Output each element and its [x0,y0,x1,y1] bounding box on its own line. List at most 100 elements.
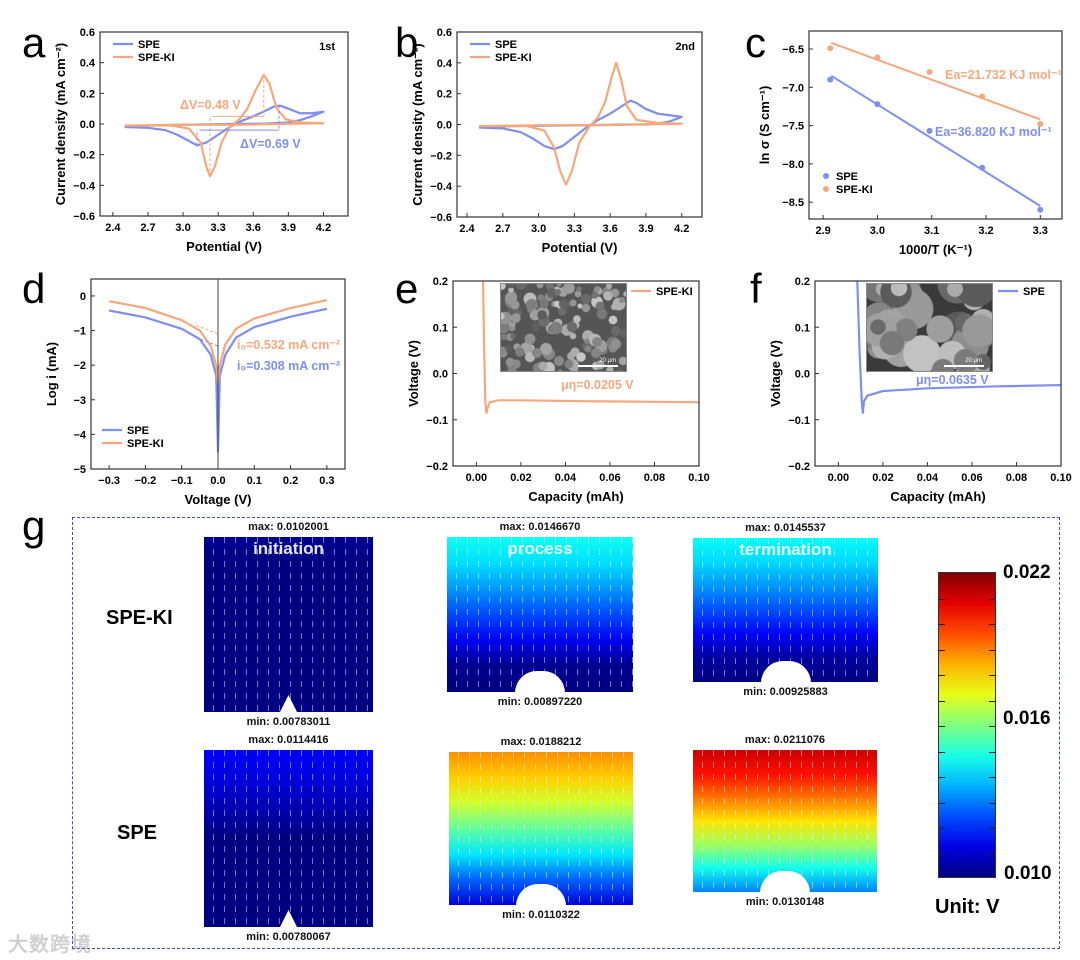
y-tick-label: −0.6 [430,212,452,224]
colorbar-tick [939,624,945,625]
panel-letter-b: b [395,19,419,66]
fit-line-spe [830,74,1041,207]
colorbar-tick [989,624,995,625]
x-axis-title: Potential (V) [186,239,262,254]
y-tick-label: 0.2 [433,276,448,288]
x-tick-label: 3.0 [870,225,885,237]
x-tick-label: 3.6 [603,223,618,235]
panel-letter-a: a [22,19,46,66]
potential-map-spe-1 [204,750,373,927]
legend-label: SPE [836,171,858,183]
map-stage-title: process [507,539,573,558]
chart-a: 2.4 2.7 3.0 3.3 3.6 3.9 4.2 0.6 0.4 0.2 0.0 −0.2 −0.… [53,27,349,254]
colorbar-tick [989,751,995,753]
x-tick-label: 2.4 [105,222,121,234]
colorbar-tick [989,598,995,600]
x-tick-label: 2.7 [495,223,510,235]
x-tick-label: 2.9 [815,225,830,237]
y-axis-title: Voltage (V) [406,340,421,407]
map-max-label: max: 0.0145537 [745,522,826,534]
annotation-text: Ea=36.820 KJ mol⁻¹ [935,125,1052,139]
y-tick-label: 0.4 [80,58,96,70]
x-tick-label: 4.2 [316,222,331,234]
y-tick-label: −0.2 [426,461,448,473]
y-tick-label: −0.6 [73,211,95,223]
y-tick-label: −2 [73,360,86,372]
potential-map-spe-2 [449,752,633,905]
y-tick-label: −0.1 [426,415,448,427]
y-tick-label: −3 [73,395,86,407]
data-point-spe-ki [979,93,986,100]
y-tick-label: 0.4 [437,58,453,70]
x-tick-label: 2.4 [459,223,475,235]
y-tick-label: −0.4 [73,180,96,192]
field-arrows [204,750,373,927]
chart-e: 0.00 0.02 0.04 0.06 0.08 0.10 0.2 0.1 0.0 −0.1 −0.… [406,276,710,504]
panel-letter-f: f [750,265,762,312]
x-tick-label: 3.0 [531,223,546,235]
sem-inset-image-spe: 20 μm [866,283,993,372]
potential-map-spe-ki-3: termination [693,538,878,682]
y-tick-label: 0.6 [80,27,95,39]
y-tick-label: −4 [73,429,86,441]
potential-map-spe-3 [693,750,877,892]
y-tick-label: −7.0 [782,82,804,94]
y-axis-title: ln σ (S cm⁻¹) [757,86,772,165]
x-tick-label: 0.2 [283,475,298,487]
colorbar [938,572,996,878]
field-arrows [693,750,877,892]
panel-g-frame [72,517,1060,949]
y-tick-label: 0.0 [795,369,810,381]
y-tick-label: −6.5 [782,44,804,56]
y-tick-label: 0.2 [80,88,95,100]
data-point-spe [979,164,986,171]
legend-marker [823,173,829,179]
legend-label: SPE-KI [656,286,693,298]
x-axis-title: 1000/T (K⁻¹) [899,242,972,257]
x-tick-label: 0.08 [1006,472,1027,484]
colorbar-tick [939,777,945,778]
colorbar-tick [939,726,945,727]
x-tick-label: 3.3 [1033,225,1048,237]
legend-marker [823,186,829,192]
x-tick-label: −0.2 [135,475,157,487]
colorbar-tick [939,828,945,829]
scan-cycle-label: 1st [319,41,335,53]
colorbar-tick [989,726,995,727]
map-min-label: min: 0.00897220 [497,696,583,708]
lithium-protrusion [516,884,566,905]
x-tick-label: 3.3 [211,222,226,234]
colorbar-label-min: 0.010 [1004,863,1052,884]
field-arrows [447,537,633,692]
potential-map-spe-ki-2: process [447,537,633,692]
series-line-spe-ki [478,61,683,186]
scale-bar [578,365,618,367]
data-point-spe [827,76,834,83]
chart-b: 2.4 2.7 3.0 3.3 3.6 3.9 4.2 0.6 0.4 0.2 0.0 −0.2 −0.… [410,27,703,255]
colorbar-tick [939,649,945,651]
panel-letter-d: d [22,265,46,312]
colorbar-tick [989,700,995,702]
panel-letter-e: e [395,265,419,312]
guide-dashed-line [196,337,219,347]
scan-cycle-label: 2nd [675,41,695,53]
x-tick-label: −0.3 [98,475,120,487]
y-tick-label: −1 [73,326,86,338]
series-line-spe-ki [481,281,699,414]
colorbar-label-mid: 0.016 [1003,708,1051,729]
y-tick-label: −0.4 [430,181,453,193]
annotation-text: i₀=0.532 mA cm⁻² [237,338,340,352]
x-tick-label: 0.1 [247,475,262,487]
data-point-spe-ki [827,45,834,52]
scale-bar-label: 20 μm [965,358,982,364]
x-tick-label: 4.2 [674,223,689,235]
x-tick-label: 0.08 [644,472,665,484]
data-point-spe [1037,206,1044,213]
colorbar-tick [989,853,995,855]
y-tick-label: 0.0 [80,119,95,131]
colorbar-tick [989,802,995,804]
series-line-spe [856,281,1061,414]
map-min-label: min: 0.00783011 [246,716,331,728]
y-tick-label: −8.5 [782,197,804,209]
